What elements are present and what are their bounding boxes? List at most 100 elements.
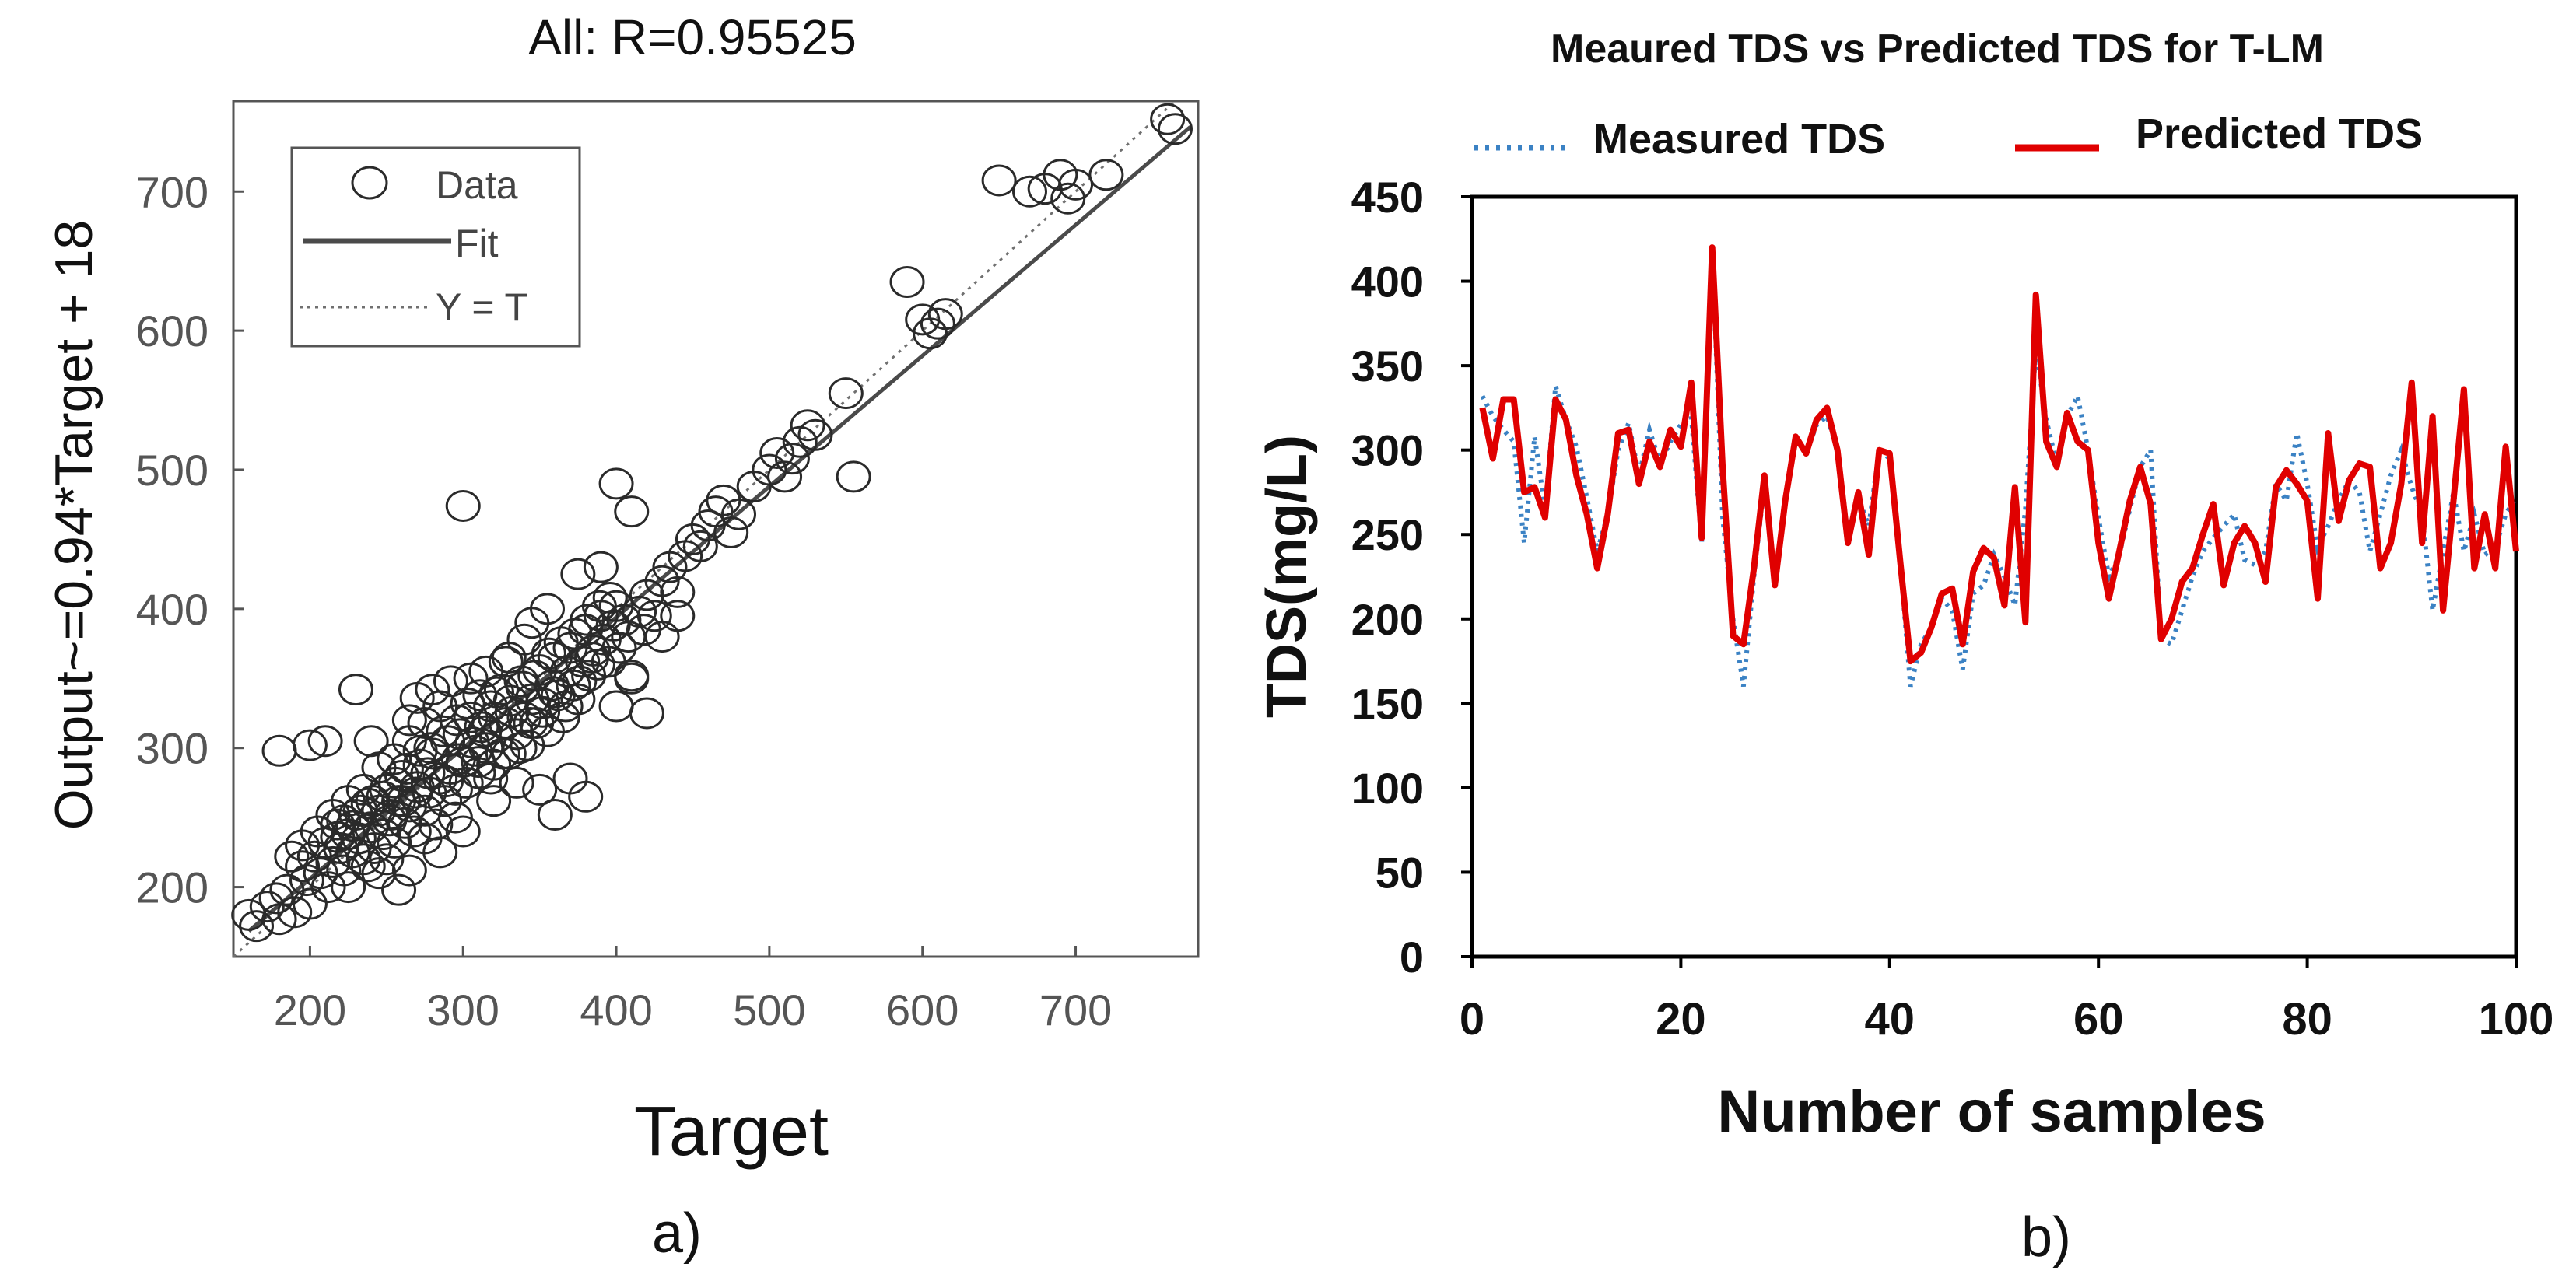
scatter-point	[231, 898, 267, 931]
scatter-point	[388, 753, 424, 786]
scatter-point	[468, 655, 504, 688]
scatter-point	[285, 850, 321, 883]
scatter-point	[303, 857, 338, 890]
scatter-point	[927, 298, 963, 331]
scatter-point	[537, 799, 573, 831]
scatter-point	[790, 409, 825, 442]
scatter-point	[759, 437, 795, 470]
scatter-point	[445, 489, 481, 522]
panel-a-x-tick-label: 200	[274, 985, 346, 1034]
scatter-point	[592, 582, 628, 614]
scatter-point	[326, 804, 362, 837]
scatter-point	[361, 857, 397, 890]
scatter-point	[499, 766, 534, 799]
panel-b-x-axis-label: Number of samples	[1717, 1079, 2266, 1145]
scatter-point	[629, 697, 664, 730]
panel-a-data-points	[231, 103, 1193, 943]
scatter-point	[836, 460, 871, 493]
scatter-point	[797, 418, 833, 451]
scatter-point	[415, 674, 450, 706]
scatter-point	[315, 845, 351, 878]
panel-a-x-tick-label: 400	[580, 985, 652, 1034]
panel-b-y-tick-label: 250	[1351, 510, 1424, 559]
scatter-point	[453, 662, 489, 695]
scatter-point	[583, 551, 619, 583]
scatter-point	[488, 646, 524, 678]
panel-b-y-ticks: 0 50 100 150 200 250 300 350 400 450	[1351, 173, 1472, 982]
panel-a-y-tick-label: 700	[136, 167, 209, 216]
scatter-point	[682, 530, 718, 562]
scatter-point	[476, 785, 512, 817]
scatter-point	[426, 715, 461, 747]
scatter-point	[249, 891, 285, 923]
panel-b-y-tick-label: 0	[1400, 933, 1424, 982]
panel-a-x-axis-label: Target	[634, 1093, 829, 1171]
panel-a-legend: Data Fit Y = T	[290, 146, 581, 348]
scatter-point	[353, 725, 389, 758]
panel-a-legend-box	[290, 146, 581, 348]
panel-b-plot-area	[1470, 194, 2518, 959]
scatter-point	[285, 829, 321, 862]
scatter-point	[531, 637, 566, 670]
scatter-point	[622, 595, 657, 628]
scatter-point	[782, 425, 818, 458]
panel-a-x-tick-label: 500	[733, 985, 805, 1034]
scatter-point	[889, 266, 925, 299]
panel-b-y-tick-label: 100	[1351, 764, 1424, 813]
scatter-point	[326, 854, 362, 887]
series-predicted-tds-line	[1479, 244, 2519, 665]
scatter-point	[292, 887, 328, 920]
scatter-point	[410, 757, 446, 789]
scatter-point	[560, 683, 596, 716]
panel-a-y-tick-label: 500	[136, 446, 209, 495]
panel-b-line-chart: Meaured TDS vs Predicted TDS for T-LM Me…	[1256, 26, 2553, 1269]
panel-b-title: Meaured TDS vs Predicted TDS for T-LM	[1551, 26, 2324, 72]
scatter-point	[377, 826, 412, 859]
scatter-point	[614, 495, 650, 528]
scatter-point	[381, 873, 417, 906]
scatter-point	[429, 765, 464, 798]
scatter-point	[920, 307, 955, 340]
scatter-point	[353, 811, 389, 844]
scatter-point	[713, 516, 749, 548]
panel-b-x-ticks: 0 20 40 60 80 100	[1460, 957, 2554, 1045]
panel-a-y-tick-label: 300	[136, 724, 209, 773]
scatter-point	[560, 558, 596, 590]
scatter-point	[437, 801, 473, 834]
scatter-point	[660, 600, 696, 632]
legend-data-label: Data	[436, 163, 518, 207]
panel-b-legend: Measured TDS Predicted TDS	[1474, 110, 2423, 163]
legend-identity-label: Y = T	[436, 285, 528, 329]
panel-a-y-axis-label: Output~=0.94*Target + 18	[44, 220, 103, 831]
scatter-point	[391, 854, 427, 887]
panel-b-x-tick-label: 20	[1656, 994, 1706, 1045]
scatter-point	[774, 443, 810, 475]
scatter-point	[385, 785, 421, 817]
scatter-point	[1088, 159, 1124, 191]
scatter-point	[636, 600, 672, 632]
scatter-point	[598, 467, 634, 500]
panel-b-x-tick-label: 0	[1460, 994, 1484, 1045]
panel-b-y-tick-label: 50	[1376, 848, 1424, 897]
panel-b-x-tick-label: 100	[2479, 994, 2554, 1045]
scatter-point	[396, 815, 432, 848]
scatter-point	[1050, 182, 1086, 215]
panel-a-x-ticks: 200 300 400 500 600 700	[274, 946, 1112, 1034]
scatter-point	[1157, 113, 1193, 145]
scatter-point	[568, 780, 604, 813]
scatter-point	[690, 509, 726, 542]
scatter-point	[721, 498, 757, 530]
panel-b-y-axis-label: TDS(mg/L)	[1256, 435, 1318, 718]
scatter-point	[398, 776, 433, 809]
scatter-point	[350, 850, 386, 883]
scatter-point	[529, 593, 565, 625]
scatter-point	[522, 773, 558, 806]
scatter-point	[581, 590, 617, 622]
scatter-point	[505, 670, 541, 703]
panel-a-y-tick-label: 400	[136, 585, 209, 634]
scatter-point	[981, 164, 1017, 197]
panel-a-y-ticks: 200 300 400 500 600 700	[136, 167, 244, 912]
legend-fit-label: Fit	[455, 222, 499, 265]
panel-b-y-tick-label: 300	[1351, 426, 1424, 475]
scatter-point	[1058, 168, 1094, 201]
